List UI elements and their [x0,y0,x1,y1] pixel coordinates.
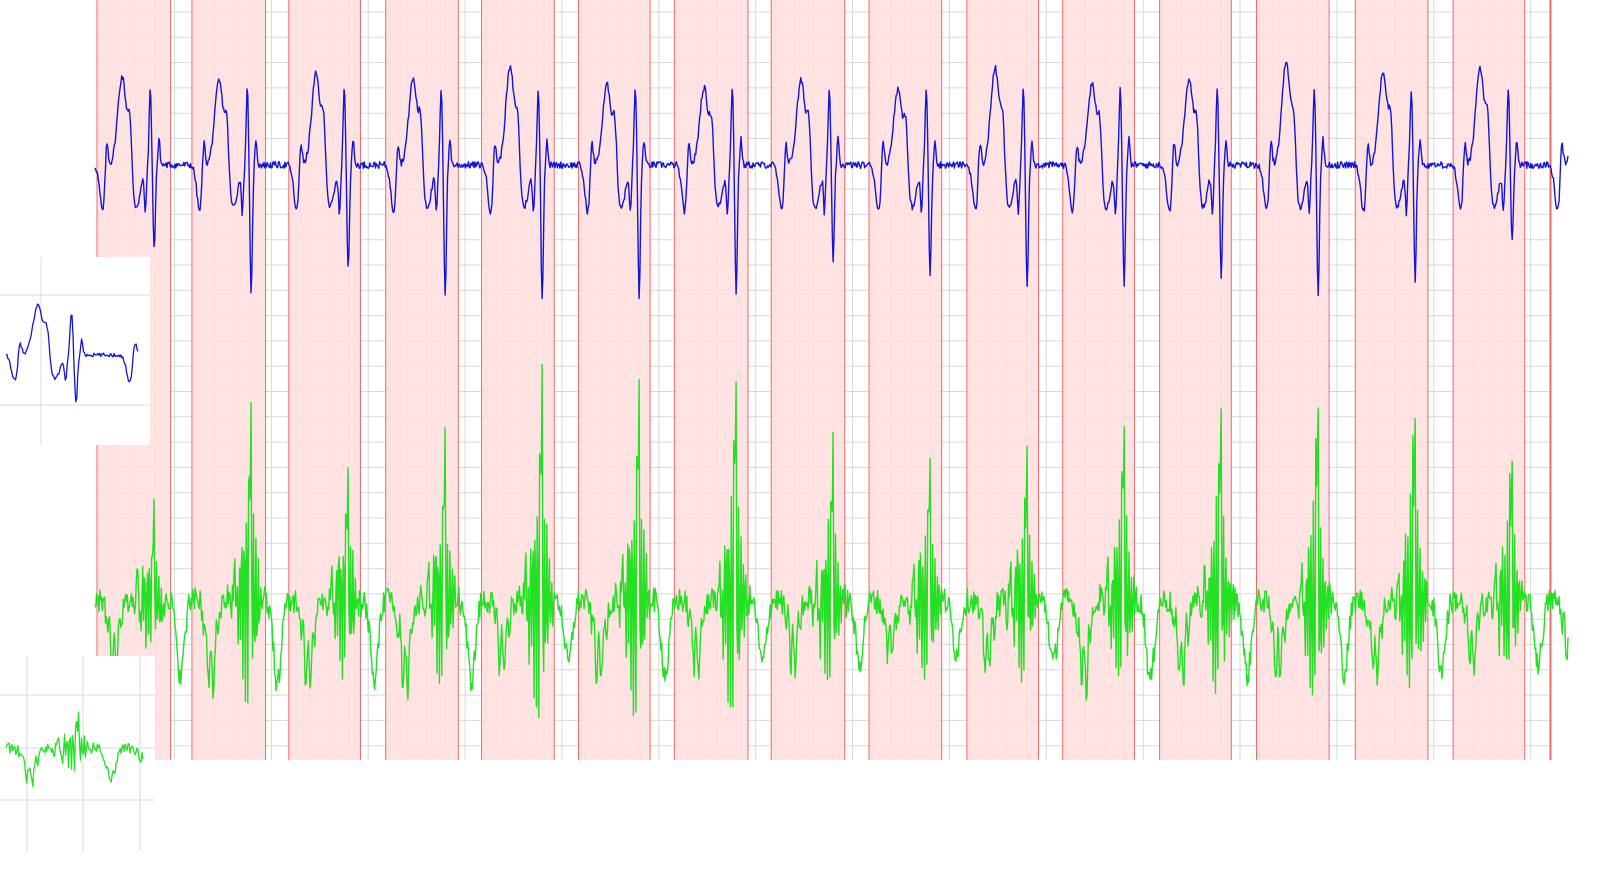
highlight-segment [869,0,942,760]
highlight-segment [1159,0,1232,760]
highlight-segment [1062,0,1135,760]
highlight-segment [771,0,845,760]
inset-panel [0,656,155,851]
inset-background [0,656,155,851]
series-line [94,61,1569,300]
inset-panels [0,257,155,851]
highlight-segment [191,0,266,760]
inset-series-line [5,303,139,403]
highlight-segment [966,0,1039,760]
highlight-segment [1256,0,1330,760]
highlight-segment [288,0,361,760]
signal-traces [94,61,1569,719]
series-line [94,363,1569,719]
inset-background [0,257,150,445]
highlight-segment [578,0,651,760]
highlight-segment [674,0,748,760]
highlight-segment [1453,0,1525,760]
inset-panel [0,257,150,445]
inset-series-line [5,711,144,788]
